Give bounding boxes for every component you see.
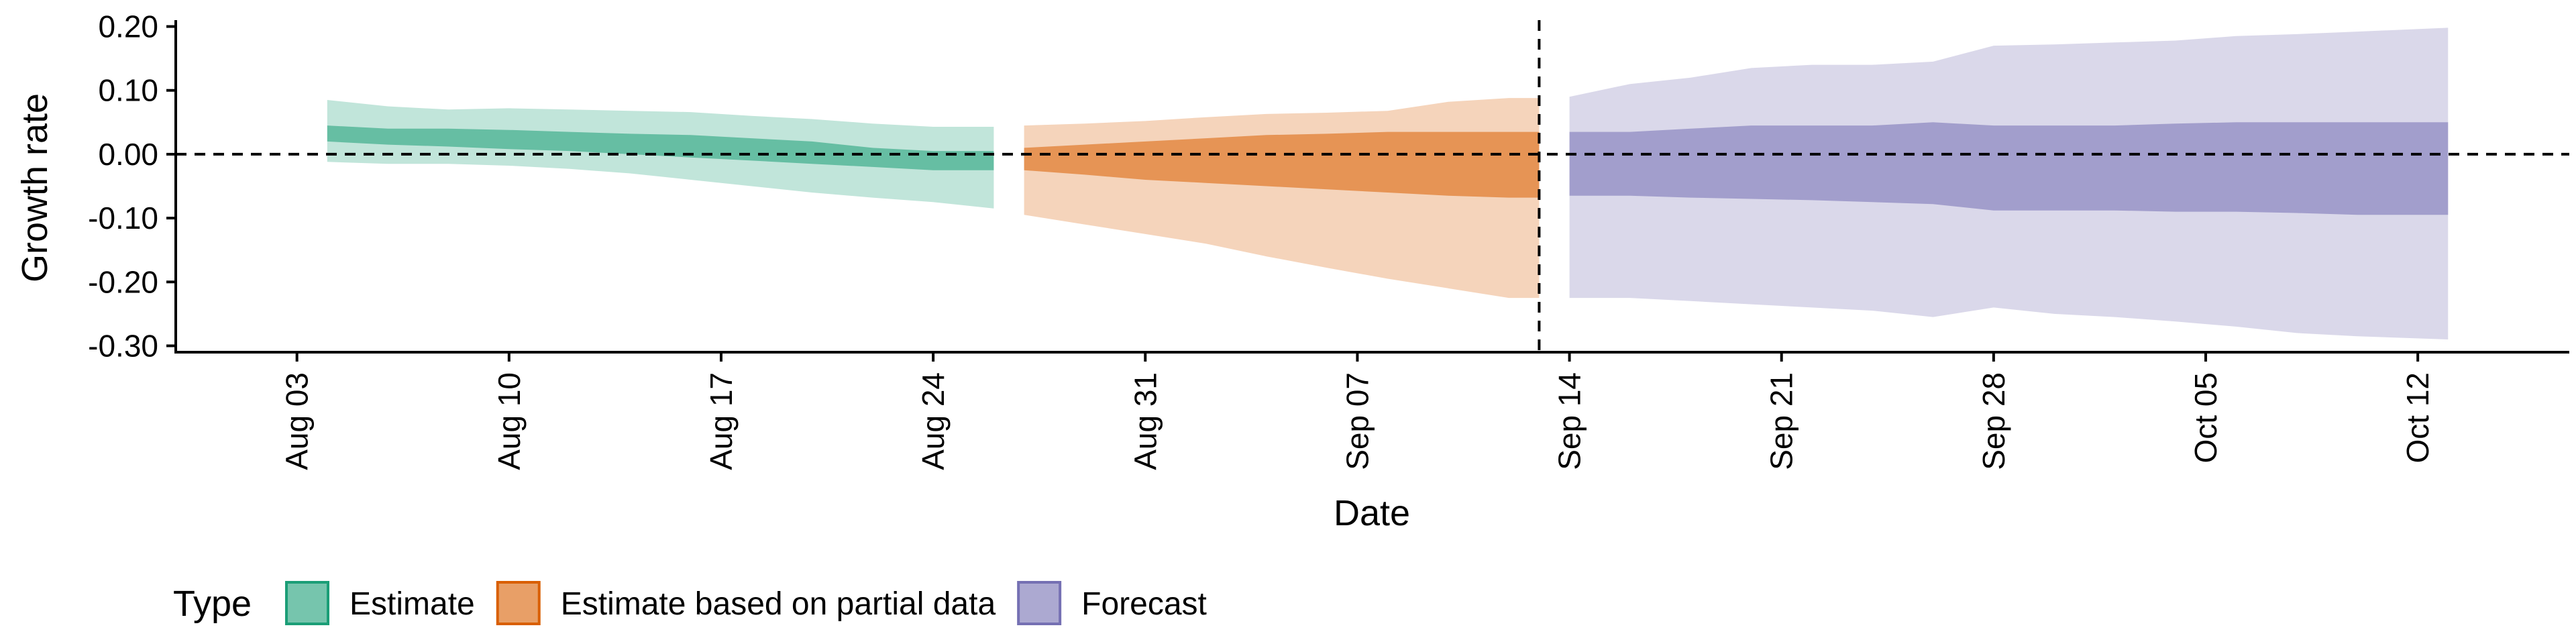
series-0 bbox=[327, 100, 994, 209]
y-tick-label: -0.30 bbox=[88, 328, 158, 363]
legend-label: Estimate bbox=[350, 586, 475, 622]
x-tick-label: Sep 28 bbox=[1976, 372, 2011, 470]
legend-item-0: Estimate bbox=[285, 581, 475, 625]
y-tick-label: 0.20 bbox=[98, 9, 158, 44]
legend-item-2: Forecast bbox=[1017, 581, 1207, 625]
y-axis-label: Growth rate bbox=[15, 93, 55, 282]
axes bbox=[174, 20, 2569, 354]
series-1 bbox=[1024, 98, 1540, 299]
ribbon-inner-0 bbox=[327, 125, 994, 170]
legend-title: Type bbox=[173, 584, 252, 624]
x-axis-ticks: Aug 03 Aug 10 Aug 17 Aug 24 Aug 31 Sep 07 Sep … bbox=[280, 352, 2435, 470]
x-axis-label: Date bbox=[1334, 493, 1410, 533]
ribbon-inner-2 bbox=[1569, 122, 2449, 215]
x-tick-label: Sep 14 bbox=[1552, 372, 1587, 470]
legend-item-1: Estimate based on partial data bbox=[496, 581, 996, 625]
y-tick-label: -0.20 bbox=[88, 264, 158, 299]
x-tick-label: Aug 24 bbox=[916, 372, 951, 470]
ribbon-outer-1 bbox=[1024, 98, 1540, 299]
legend-swatch bbox=[1017, 581, 1062, 625]
ribbons-layer bbox=[327, 28, 2449, 340]
x-tick-label: Oct 12 bbox=[2400, 372, 2435, 464]
y-axis-ticks: -0.30 -0.20 -0.10 0.00 0.10 0.20 bbox=[88, 9, 176, 363]
x-tick-label: Aug 10 bbox=[492, 372, 527, 470]
y-tick-label: 0.10 bbox=[98, 73, 158, 108]
legend-swatch bbox=[496, 581, 541, 625]
x-tick-label: Aug 17 bbox=[704, 372, 739, 470]
y-tick-label: -0.10 bbox=[88, 201, 158, 235]
x-tick-label: Oct 05 bbox=[2188, 372, 2223, 464]
series-2 bbox=[1569, 28, 2449, 340]
x-tick-label: Sep 07 bbox=[1340, 372, 1375, 470]
legend-label: Forecast bbox=[1081, 586, 1207, 622]
y-tick-label: 0.00 bbox=[98, 137, 158, 172]
reference-lines bbox=[176, 20, 2569, 352]
x-tick-label: Aug 03 bbox=[280, 372, 315, 470]
legend-swatch bbox=[285, 581, 329, 625]
x-tick-label: Sep 21 bbox=[1764, 372, 1799, 470]
legend: Type Estimate Estimate based on partial da… bbox=[173, 581, 1207, 625]
x-tick-label: Aug 31 bbox=[1128, 372, 1163, 470]
legend-label: Estimate based on partial data bbox=[561, 586, 996, 622]
ribbon-inner-1 bbox=[1024, 131, 1540, 198]
